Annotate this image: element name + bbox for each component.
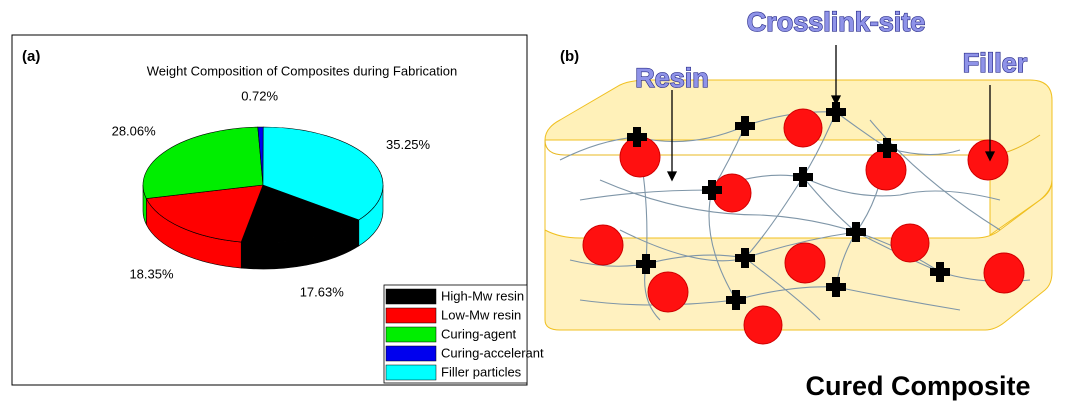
value-label: 35.25% bbox=[386, 137, 431, 152]
cross bbox=[826, 277, 846, 297]
cross bbox=[846, 222, 866, 242]
legend-label: Curing-agent bbox=[441, 326, 517, 341]
cross bbox=[636, 254, 656, 274]
crosslink-label: Crosslink-site bbox=[747, 7, 926, 37]
cross bbox=[735, 116, 755, 136]
cross bbox=[627, 127, 647, 147]
legend-label: Curing-accelerant bbox=[441, 345, 544, 360]
cross bbox=[877, 138, 897, 158]
slab-edge bbox=[544, 134, 1041, 156]
cross bbox=[826, 102, 846, 122]
legend-swatch bbox=[385, 288, 437, 305]
diagram: (b) Crosslink bbox=[544, 6, 1053, 401]
filler-particles bbox=[582, 108, 1025, 345]
slice bbox=[262, 126, 384, 221]
slice bbox=[240, 184, 360, 244]
pie: 17.63% 18.35% 28.06% 0.72% 35.25% bbox=[112, 88, 431, 299]
value-label: 0.72% bbox=[241, 88, 278, 103]
resin-label: Resin bbox=[635, 63, 709, 93]
caption: Cured Composite bbox=[805, 371, 1030, 401]
crosslink-sites bbox=[627, 102, 950, 310]
slice bbox=[142, 126, 264, 199]
cross bbox=[735, 248, 755, 268]
cross bbox=[930, 262, 950, 282]
panel-label: (a) bbox=[22, 48, 40, 65]
legend-swatch bbox=[385, 364, 437, 381]
legend: High-Mw resin Low-Mw resin Curing-agent Cur… bbox=[385, 288, 544, 381]
panel-label: (b) bbox=[560, 48, 579, 65]
value-label: 17.63% bbox=[300, 284, 345, 299]
legend-label: Filler particles bbox=[441, 364, 522, 379]
value-label: 28.06% bbox=[112, 123, 157, 138]
legend-swatch bbox=[385, 307, 437, 324]
legend-swatch bbox=[385, 345, 437, 362]
slice bbox=[145, 184, 264, 243]
arrows bbox=[666, 45, 996, 182]
value-label: 18.35% bbox=[129, 266, 174, 281]
legend-swatch bbox=[385, 326, 437, 343]
legend-label: Low-Mw resin bbox=[441, 307, 521, 322]
legend-label: High-Mw resin bbox=[441, 288, 524, 303]
cross bbox=[702, 180, 722, 200]
chart-title: Weight Composition of Composites during … bbox=[147, 63, 457, 78]
filler-label: Filler bbox=[963, 48, 1028, 78]
cross bbox=[726, 290, 746, 310]
cross bbox=[793, 167, 813, 187]
